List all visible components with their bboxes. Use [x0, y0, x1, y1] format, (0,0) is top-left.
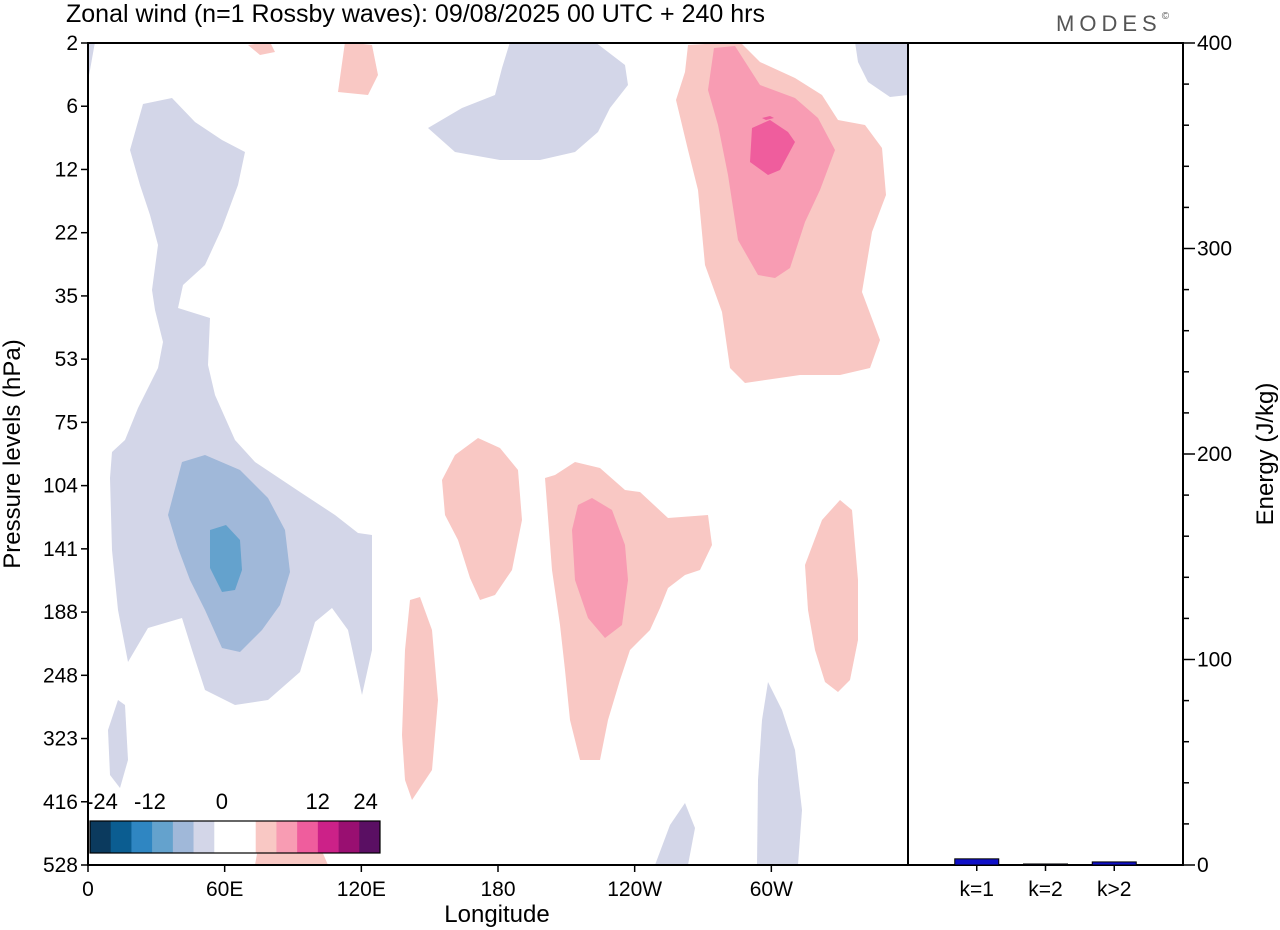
neg-region-lower-left — [110, 98, 372, 705]
legend-swatch — [152, 821, 174, 853]
legend-swatch — [317, 821, 339, 853]
energy-cat-label: k=2 — [1028, 878, 1062, 901]
y-tick-label: 6 — [66, 95, 78, 118]
energy-frame — [907, 42, 1184, 866]
neg-region-core — [210, 525, 242, 592]
legend-swatch — [235, 821, 257, 853]
energy-bar — [1091, 861, 1137, 866]
legend-swatch — [90, 821, 112, 853]
contour-plot — [88, 42, 908, 865]
pos-region-lower-left-strip — [402, 597, 438, 800]
neg-region-bottom-left — [108, 700, 128, 788]
legend-swatch — [193, 821, 215, 853]
neg-region-top-center — [428, 42, 628, 160]
legend-label: 12 — [305, 789, 329, 814]
energy-tick-label: 200 — [1197, 443, 1232, 466]
x-tick-label: 0 — [82, 878, 94, 901]
y-tick-label: 528 — [43, 854, 78, 877]
pos-region-center — [545, 462, 712, 760]
x-axis-title: Longitude — [444, 901, 549, 928]
legend-swatch — [110, 821, 132, 853]
y-tick-label: 12 — [55, 158, 78, 181]
x-tick-label: 60W — [750, 878, 793, 901]
y-tick-label: 2 — [66, 32, 78, 55]
neg-region-top-right-edge — [855, 42, 908, 97]
energy-axis: 0 100 200 300 400 — [1183, 32, 1232, 877]
y-tick-label: 22 — [55, 222, 78, 245]
x-axis: 0 60E 120E 180 120W 60W — [82, 865, 793, 901]
pos-region-center-mid — [572, 498, 628, 638]
brand-mark: © — [1162, 11, 1170, 22]
energy-tick-label: 100 — [1197, 649, 1232, 672]
neg-region-lower-right — [757, 682, 802, 865]
legend-swatch — [131, 821, 153, 853]
legend-swatch — [214, 821, 236, 853]
y-tick-label: 248 — [43, 664, 78, 687]
legend-label: 24 — [353, 789, 377, 814]
y-tick-label: 188 — [43, 601, 78, 624]
legend-border — [89, 820, 381, 854]
energy-tick-label: 400 — [1197, 32, 1232, 55]
x-tick-label: 120E — [337, 878, 386, 901]
x-tick-label: 60E — [206, 878, 243, 901]
legend-label: -12 — [134, 789, 166, 814]
y-tick-label: 416 — [43, 791, 78, 814]
y-tick-label: 323 — [43, 728, 78, 751]
legend-label: -24 — [86, 789, 118, 814]
legend-swatch — [276, 821, 298, 853]
legend-colorbar: -24 -12 0 12 24 — [86, 789, 381, 854]
x-tick-label: 180 — [480, 878, 515, 901]
y-tick-label: 53 — [55, 348, 78, 371]
legend-swatch — [297, 821, 319, 853]
energy-axis-title: Energy (J/kg) — [1252, 383, 1279, 526]
pos-region-right-strip — [805, 500, 858, 692]
legend-swatch — [359, 821, 381, 853]
y-tick-label: 35 — [55, 285, 78, 308]
legend-label: 0 — [216, 789, 228, 814]
energy-cat-label: k=1 — [960, 878, 994, 901]
y-axis-title: Pressure levels (hPa) — [0, 339, 26, 568]
y-axis-left: 2 6 12 22 35 53 75 104 141 188 248 323 416 528 — [43, 32, 88, 877]
energy-tick-label: 0 — [1197, 854, 1209, 877]
neg-region-bottom-center — [655, 803, 695, 865]
legend-swatch — [172, 821, 194, 853]
energy-cat-label: k>2 — [1097, 878, 1131, 901]
y-tick-label: 104 — [43, 475, 78, 498]
pos-region-dateline — [442, 438, 522, 600]
legend-swatch — [255, 821, 277, 853]
y-tick-label: 75 — [55, 411, 78, 434]
energy-bars: k=1 k=2 k>2 — [954, 858, 1137, 901]
energy-tick-label: 300 — [1197, 238, 1232, 261]
pos-region-upper-right-core — [750, 116, 795, 175]
chart-title: Zonal wind (n=1 Rossby waves): 09/08/202… — [66, 0, 765, 28]
brand-logo: MODES© — [1056, 11, 1170, 36]
neg-region-top-left-edge — [88, 42, 95, 80]
pos-region-top-small-b — [248, 42, 275, 55]
energy-bar — [954, 858, 1000, 866]
energy-bar — [1023, 863, 1068, 866]
x-tick-label: 120W — [607, 878, 662, 901]
legend-swatch — [338, 821, 360, 853]
pos-region-top-small-a — [338, 42, 378, 95]
y-tick-label: 141 — [43, 538, 78, 561]
